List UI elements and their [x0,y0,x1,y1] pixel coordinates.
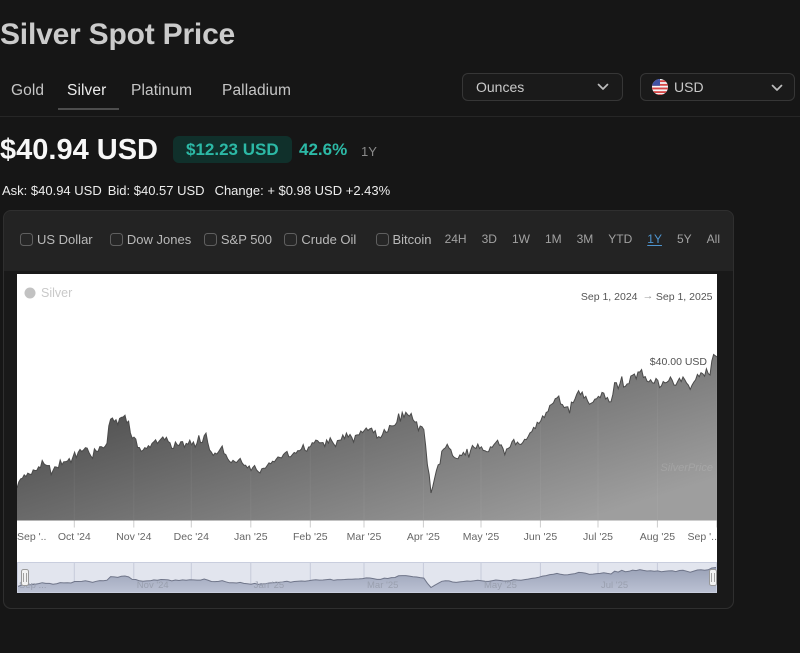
svg-text:Dec '24: Dec '24 [174,531,209,543]
svg-text:Jul '25: Jul '25 [601,580,628,591]
svg-text:Sep ...: Sep ... [19,580,46,591]
svg-text:→: → [643,290,654,302]
svg-text:Jan '25: Jan '25 [234,531,268,543]
svg-text:Aug '25: Aug '25 [640,531,675,543]
svg-text:Nov '24: Nov '24 [116,531,151,543]
svg-text:Sep '..: Sep '.. [688,531,717,543]
svg-text:Sep 1, 2025: Sep 1, 2025 [656,291,713,303]
svg-text:Jul '25: Jul '25 [583,531,613,543]
svg-text:Jun '25: Jun '25 [524,531,558,543]
svg-text:May '25: May '25 [463,531,500,543]
svg-text:SilverPrice: SilverPrice [660,462,713,474]
svg-text:$40.00 USD: $40.00 USD [650,356,708,368]
svg-text:Mar '25: Mar '25 [347,531,382,543]
svg-text:Mar '25: Mar '25 [367,580,398,591]
svg-text:Silver: Silver [41,286,72,300]
svg-text:Apr '25: Apr '25 [407,531,440,543]
svg-text:Oct '24: Oct '24 [58,531,91,543]
svg-text:Feb '25: Feb '25 [293,531,328,543]
svg-text:May '25: May '25 [484,580,517,591]
svg-text:Jan '25: Jan '25 [254,580,284,591]
svg-text:Nov '24: Nov '24 [137,580,169,591]
svg-text:Sep '..: Sep '.. [17,531,46,543]
svg-text:Sep 1, 2024: Sep 1, 2024 [581,291,638,303]
